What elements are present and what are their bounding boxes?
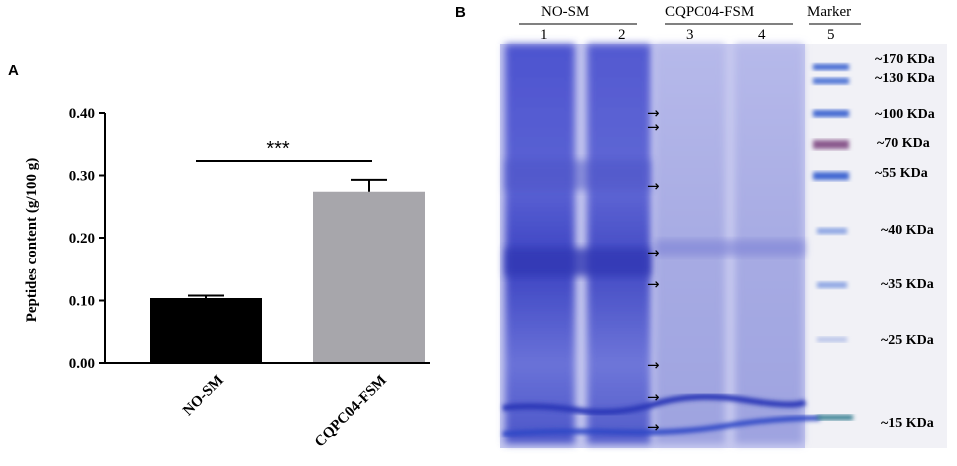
band-lanes-3-4	[655, 240, 805, 256]
lane-number-2: 2	[618, 27, 626, 43]
peptides-bar-chart: 0.00 0.10 0.20 0.30 0.40 NO-SM CQPC04-FSM ***…	[24, 106, 430, 451]
lane-number-3: 3	[686, 27, 694, 43]
lane-2	[587, 44, 651, 444]
mw-label-55: ~55 KDa	[875, 166, 928, 181]
marker-lane-background	[805, 44, 947, 448]
y-axis: 0.00 0.10 0.20 0.30 0.40	[69, 106, 106, 372]
group-label-no-sm: NO-SM	[541, 4, 590, 20]
band-arrow: →	[647, 418, 660, 436]
mw-label-70: ~70 KDa	[877, 136, 930, 151]
y-tick-label: 0.40	[69, 106, 95, 122]
significance-label: ***	[266, 138, 290, 160]
band-arrow: →	[647, 177, 660, 195]
x-tick-label: CQPC04-FSM	[312, 373, 390, 451]
y-axis-title: Peptides content (g/100 g)	[24, 158, 40, 323]
mw-label-35: ~35 KDa	[881, 277, 934, 292]
band-arrow: →	[647, 356, 660, 374]
band-lanes-1-2	[505, 248, 651, 276]
mw-label-15: ~15 KDa	[881, 416, 934, 431]
lane-number-5: 5	[827, 27, 835, 43]
mw-label-130: ~130 KDa	[875, 71, 935, 86]
mw-label-170: ~170 KDa	[875, 52, 935, 67]
y-tick-label: 0.30	[69, 169, 95, 185]
x-tick-label: NO-SM	[180, 373, 227, 420]
y-tick-label: 0.20	[69, 231, 95, 247]
lane-number-4: 4	[758, 27, 766, 43]
y-tick-label: 0.10	[69, 294, 95, 310]
band-arrow: →	[647, 244, 660, 262]
bottom-band-lower	[502, 415, 821, 437]
marker-ladder	[813, 64, 853, 420]
bar-cqpc04-fsm	[313, 191, 425, 363]
band-arrow: →	[647, 388, 660, 406]
bars	[105, 178, 430, 364]
lane-number-1: 1	[540, 27, 548, 43]
panel-a-letter: A	[8, 62, 19, 79]
panel-b-letter: B	[455, 4, 466, 21]
lane-1	[505, 44, 575, 444]
band-arrow: →	[647, 275, 660, 293]
sds-page-gel-panel: NO-SM CQPC04-FSM Marker 1 2 3 4 5 → → → …	[495, 0, 957, 466]
mw-label-100: ~100 KDa	[875, 107, 935, 122]
band-lanes-1-2-upper	[505, 160, 651, 190]
band-arrow: →	[647, 104, 660, 122]
gel-image	[500, 23, 947, 448]
band-arrow: →	[647, 118, 660, 136]
mw-label-25: ~25 KDa	[881, 333, 934, 348]
group-label-cqpc04-fsm: CQPC04-FSM	[665, 4, 755, 20]
bottom-band-upper	[502, 393, 807, 415]
x-axis-labels: NO-SM CQPC04-FSM	[180, 373, 390, 451]
group-label-marker: Marker	[807, 4, 852, 20]
y-tick-label: 0.00	[69, 356, 95, 372]
mw-label-40: ~40 KDa	[881, 223, 934, 238]
bar-no-sm	[150, 298, 262, 363]
